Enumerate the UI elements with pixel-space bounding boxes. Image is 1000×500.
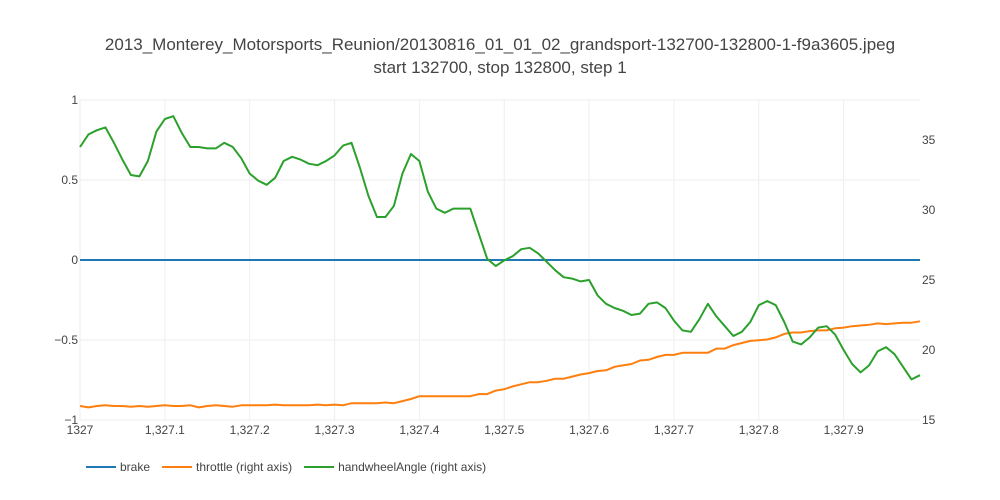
- y-axis-left: 1 0.5 0 −0.5 −1: [54, 93, 78, 427]
- legend: brake throttle (right axis) handwheelAngle…: [86, 460, 486, 474]
- x-tick-label: 1,327.8: [739, 423, 779, 437]
- x-tick-label: 1,327.6: [569, 423, 609, 437]
- x-tick-label: 1,327.3: [315, 423, 355, 437]
- legend-item: throttle (right axis): [162, 460, 292, 474]
- x-tick-label: 1,327.2: [230, 423, 270, 437]
- y-tick-label-left: 0: [71, 253, 78, 267]
- x-tick-label: 1327: [67, 423, 94, 437]
- y-tick-label-left: 0.5: [61, 173, 78, 187]
- legend-label: handwheelAngle (right axis): [338, 460, 486, 474]
- y-tick-label-right: 20: [922, 343, 936, 357]
- x-tick-label: 1,327.9: [824, 423, 864, 437]
- y-tick-label-left: −0.5: [54, 333, 78, 347]
- legend-item: brake: [86, 460, 150, 474]
- chart-title: 2013_Monterey_Motorsports_Reunion/201308…: [105, 35, 895, 54]
- x-tick-label: 1,327.5: [484, 423, 524, 437]
- series-line-2: [79, 115, 921, 381]
- series-layer: [79, 115, 921, 409]
- legend-label: brake: [120, 460, 150, 474]
- y-tick-label-left: −1: [64, 413, 78, 427]
- chart-subtitle: start 132700, stop 132800, step 1: [373, 58, 626, 77]
- legend-item: handwheelAngle (right axis): [304, 460, 486, 474]
- y-tick-label-right: 15: [922, 413, 936, 427]
- x-tick-label: 1,327.4: [399, 423, 439, 437]
- y-axis-right: 35 30 25 20 15: [922, 133, 936, 427]
- x-tick-label: 1,327.7: [654, 423, 694, 437]
- x-tick-label: 1,327.1: [145, 423, 185, 437]
- y-tick-label-right: 25: [922, 273, 936, 287]
- x-axis: 1327 1,327.1 1,327.2 1,327.3 1,327.4 1,327.5 1…: [67, 423, 864, 437]
- y-tick-label-left: 1: [71, 93, 78, 107]
- y-tick-label-right: 35: [922, 133, 936, 147]
- legend-label: throttle (right axis): [196, 460, 292, 474]
- series-line-1: [79, 320, 921, 409]
- y-tick-label-right: 30: [922, 203, 936, 217]
